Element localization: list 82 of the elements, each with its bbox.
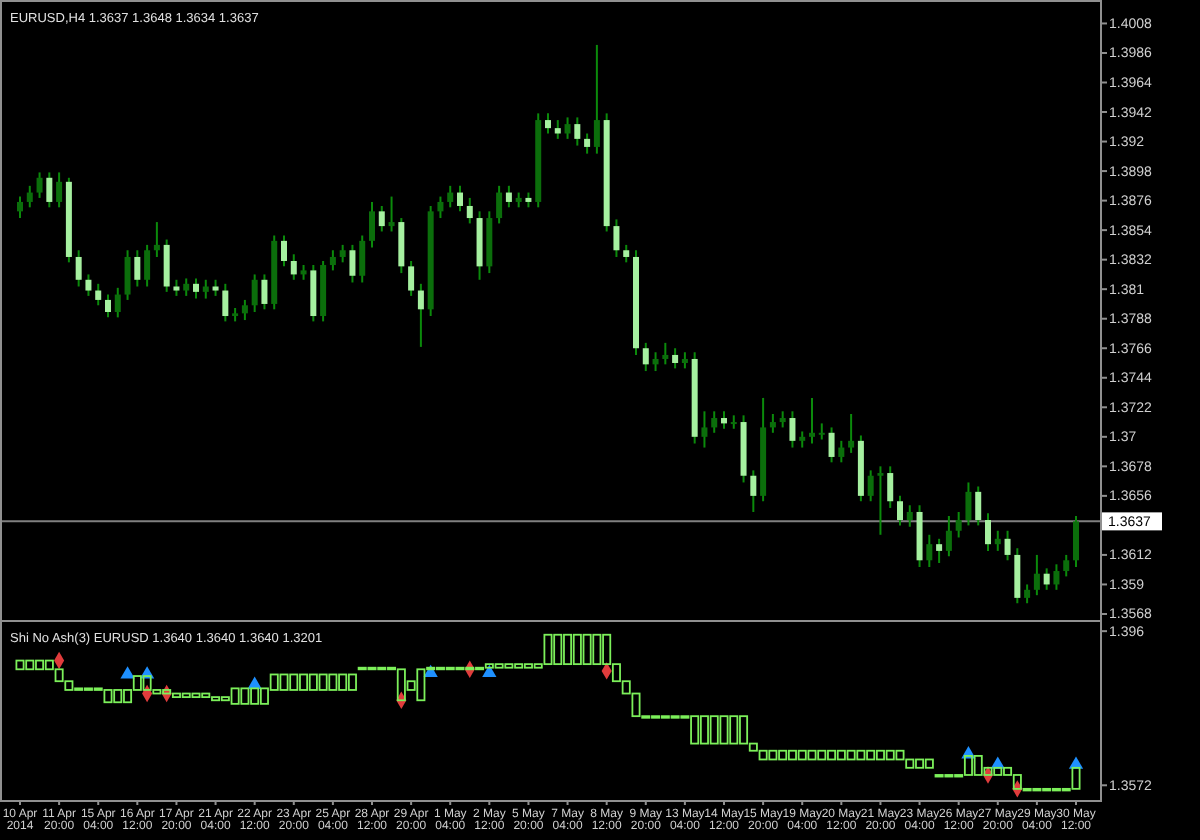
candlestick xyxy=(496,184,503,225)
candlestick xyxy=(574,116,581,147)
candlestick xyxy=(652,351,659,373)
candlestick xyxy=(193,277,199,300)
candlestick xyxy=(144,243,151,288)
candlestick xyxy=(1053,563,1060,591)
candlestick xyxy=(1073,515,1079,568)
candlestick xyxy=(701,410,708,449)
candlestick xyxy=(1004,529,1011,562)
candlestick xyxy=(105,293,111,319)
candlestick xyxy=(251,273,258,313)
candlestick xyxy=(1043,567,1050,591)
candlestick xyxy=(994,529,1001,552)
candlestick xyxy=(838,439,845,464)
candlestick xyxy=(985,512,991,552)
candlestick xyxy=(349,243,356,284)
point xyxy=(120,666,135,679)
candlestick xyxy=(75,249,82,288)
candlestick xyxy=(447,184,454,209)
candlestick xyxy=(310,264,317,323)
candlestick xyxy=(906,504,913,528)
candlestick xyxy=(662,341,669,366)
candlestick xyxy=(809,396,815,445)
candlestick xyxy=(965,481,972,527)
candlestick xyxy=(369,200,375,249)
candlestick xyxy=(877,465,884,536)
candlestick xyxy=(261,273,268,311)
candlestick xyxy=(222,282,229,323)
candlestick xyxy=(124,249,131,301)
candlestick xyxy=(945,515,952,558)
candlestick xyxy=(505,184,512,209)
candlestick xyxy=(554,119,561,140)
candlestick xyxy=(936,537,943,564)
candlestick xyxy=(329,249,336,272)
candlestick xyxy=(584,132,591,155)
candlestick xyxy=(887,465,894,509)
candlestick xyxy=(95,282,102,307)
candlestick xyxy=(975,485,982,527)
candlestick xyxy=(202,278,209,300)
candlestick xyxy=(359,234,366,284)
candlestick xyxy=(750,469,757,513)
candlestick xyxy=(593,43,600,155)
candlestick xyxy=(56,171,63,209)
candlestick xyxy=(789,410,796,449)
candlestick xyxy=(848,413,855,454)
candlestick xyxy=(769,413,776,434)
candlestick xyxy=(114,286,121,319)
candlestick xyxy=(46,171,53,209)
candlestick xyxy=(241,298,248,322)
candlestick xyxy=(281,234,287,268)
candlestick xyxy=(36,171,43,199)
candlestick xyxy=(466,196,473,225)
candlestick xyxy=(437,195,444,220)
candlestick xyxy=(378,204,385,233)
candlestick xyxy=(408,260,415,297)
candlestick xyxy=(828,426,835,464)
candlestick xyxy=(1063,553,1070,578)
candlestick xyxy=(897,494,903,527)
candlestick xyxy=(545,112,551,135)
candlestick xyxy=(1014,547,1021,605)
candlestick xyxy=(564,116,571,140)
candlestick xyxy=(711,410,718,434)
candlestick xyxy=(26,184,33,209)
candlestick xyxy=(457,184,463,213)
candlestick xyxy=(388,195,395,233)
candlestick xyxy=(417,282,424,348)
candlestick xyxy=(85,273,92,297)
candlestick xyxy=(398,217,405,275)
candlestick xyxy=(17,195,23,220)
candlestick xyxy=(134,249,141,288)
candlestick xyxy=(1024,583,1031,605)
candlestick xyxy=(955,510,962,539)
candlestick xyxy=(290,253,297,281)
candlestick xyxy=(163,238,170,293)
candlestick xyxy=(672,347,679,370)
candlestick xyxy=(926,533,933,568)
candlestick xyxy=(642,341,649,373)
candlestick xyxy=(1033,553,1040,597)
candlestick xyxy=(153,221,160,258)
candlestick xyxy=(613,218,620,258)
candlestick xyxy=(818,422,825,441)
candlestick xyxy=(867,469,874,503)
